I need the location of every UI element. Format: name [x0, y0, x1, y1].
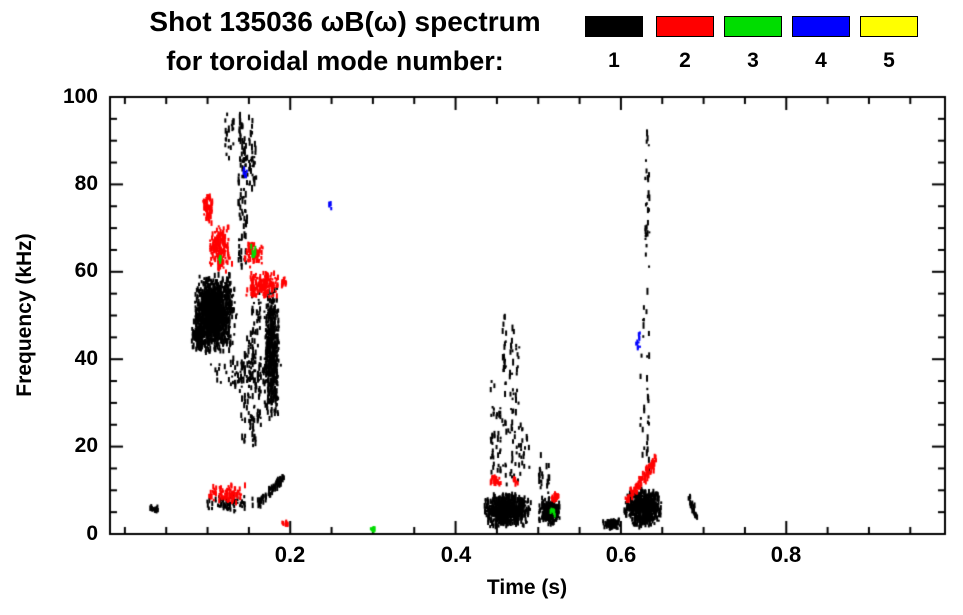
- legend-label-mode-1: 1: [608, 49, 620, 72]
- y-tick-label-20: 20: [74, 434, 98, 457]
- x-tick-label-0_8: 0.8: [770, 542, 802, 567]
- y-axis-title: Frequency (kHz): [13, 233, 36, 397]
- y-tick-label-0: 0: [86, 522, 98, 545]
- y-tick-label-80: 80: [74, 172, 98, 195]
- legend-label-mode-5: 5: [883, 49, 895, 72]
- chart-subtitle: for toroidal mode number:: [166, 46, 504, 76]
- x-tick-label-0_6: 0.6: [605, 542, 637, 567]
- y-tick-label-60: 60: [74, 259, 98, 282]
- legend-swatch-mode-3: [724, 16, 782, 37]
- legend-label-mode-2: 2: [679, 49, 691, 72]
- legend-swatch-mode-4: [792, 16, 850, 37]
- legend-label-mode-3: 3: [747, 49, 759, 72]
- y-tick-label-40: 40: [74, 347, 98, 370]
- x-tick-label-0_2: 0.2: [274, 542, 306, 567]
- x-axis-title: Time (s): [486, 576, 568, 599]
- legend-label-mode-4: 4: [815, 49, 827, 72]
- legend-swatch-mode-1: [585, 16, 643, 37]
- legend-swatch-mode-2: [656, 16, 714, 37]
- x-tick-label-0_4: 0.4: [440, 542, 472, 567]
- chart-title: Shot 135036 ωB(ω) spectrum: [149, 6, 541, 37]
- y-tick-label-100: 100: [62, 85, 98, 108]
- legend-swatch-mode-5: [860, 16, 918, 37]
